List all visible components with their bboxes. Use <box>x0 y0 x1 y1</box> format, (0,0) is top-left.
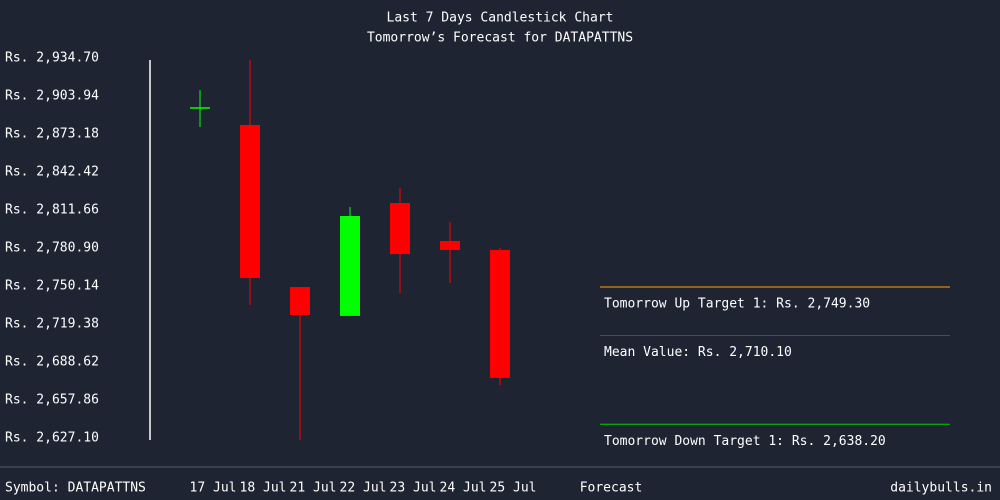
y-tick-label: Rs. 2,627.10 <box>5 431 99 446</box>
candle-body <box>240 124 260 279</box>
candle-body <box>290 287 310 315</box>
x-tick-label: 18 Jul <box>240 481 287 496</box>
forecast-text: Tomorrow Up Target 1: Rs. 2,749.30 <box>604 297 870 312</box>
x-tick-label: 22 Jul <box>340 481 387 496</box>
forecast-text: Mean Value: Rs. 2,710.10 <box>604 345 792 360</box>
y-tick-label: Rs. 2,811.66 <box>5 203 99 218</box>
chart-title: Last 7 Days Candlestick Chart <box>387 11 614 26</box>
candle-body <box>490 249 510 378</box>
x-tick-label: 24 Jul <box>440 481 487 496</box>
y-tick-label: Rs. 2,903.94 <box>5 89 99 104</box>
y-tick-label: Rs. 2,842.42 <box>5 165 99 180</box>
x-tick-label: 17 Jul <box>190 481 237 496</box>
candle-body <box>340 216 360 316</box>
y-tick-label: Rs. 2,750.14 <box>5 279 99 294</box>
y-tick-label: Rs. 2,934.70 <box>5 51 99 66</box>
forecast-label: Forecast <box>580 481 643 496</box>
source-label: dailybulls.in <box>890 481 992 496</box>
y-tick-label: Rs. 2,719.38 <box>5 317 99 332</box>
x-tick-label: 21 Jul <box>290 481 337 496</box>
forecast-text: Tomorrow Down Target 1: Rs. 2,638.20 <box>604 434 886 449</box>
y-tick-label: Rs. 2,780.90 <box>5 241 99 256</box>
candle-body <box>390 203 410 255</box>
y-tick-label: Rs. 2,657.86 <box>5 393 99 408</box>
chart-subtitle: Tomorrow’s Forecast for DATAPATTNS <box>367 31 633 46</box>
y-tick-label: Rs. 2,688.62 <box>5 355 99 370</box>
x-tick-label: 23 Jul <box>390 481 437 496</box>
x-tick-label: 25 Jul <box>490 481 537 496</box>
symbol-label: Symbol: DATAPATTNS <box>5 481 146 496</box>
candle-body <box>440 240 460 250</box>
y-tick-label: Rs. 2,873.18 <box>5 127 99 142</box>
